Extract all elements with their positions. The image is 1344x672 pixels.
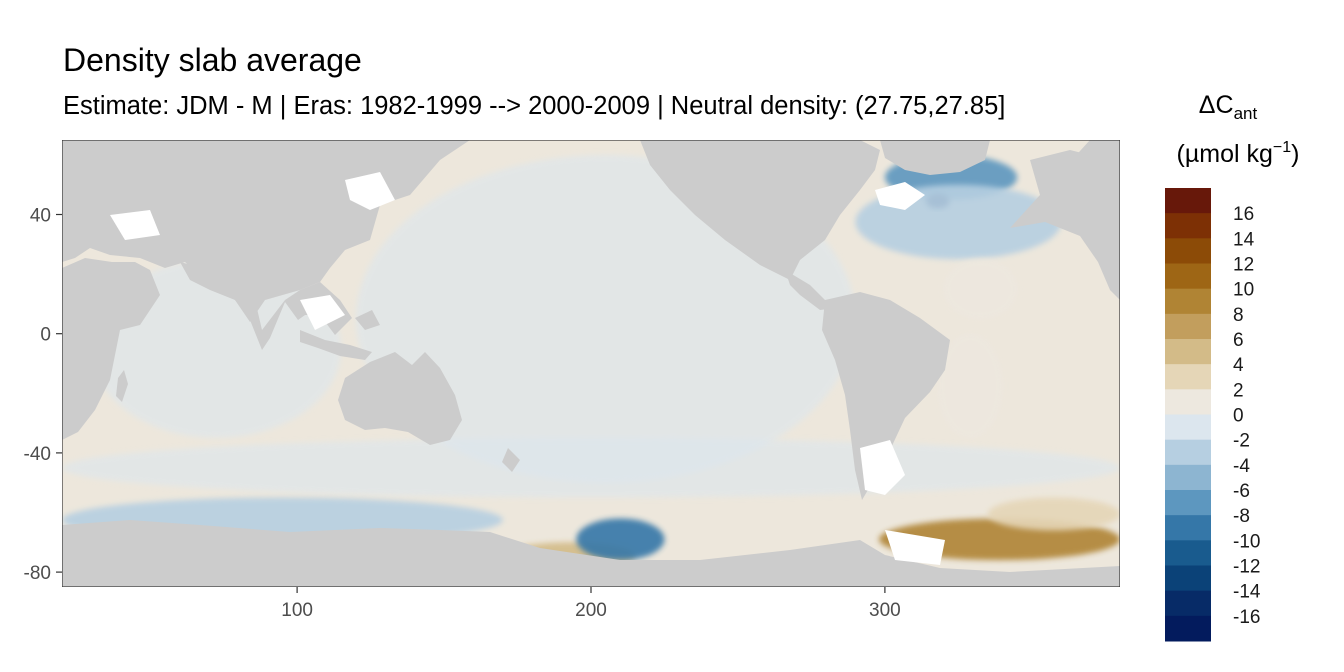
region-ross-sea-deep xyxy=(576,518,665,561)
legend-title-symbol: ΔCant xyxy=(1199,91,1258,123)
land-central-america xyxy=(785,270,835,310)
legend-label: -4 xyxy=(1233,456,1250,477)
x-tick-label: 100 xyxy=(281,600,313,621)
no-data-argentina-shelf xyxy=(860,440,905,495)
legend-swatch xyxy=(1165,439,1211,466)
colorbar-legend: ΔCant (µmol kg−1) 16 14 12 10 8 6 4 2 0 -2 -4 -6 -8 -… xyxy=(1165,91,1299,642)
y-axis: 40 0 -40 -80 xyxy=(24,206,62,584)
legend-swatch xyxy=(1165,364,1211,390)
land-africa xyxy=(62,258,160,440)
legend-labels: 16 14 12 10 8 6 4 2 0 -2 -4 -6 -8 -10 -12 -14 -16 xyxy=(1233,204,1261,628)
legend-title-subscript: ant xyxy=(1234,104,1258,123)
legend-swatch xyxy=(1165,339,1211,365)
legend-label: 16 xyxy=(1233,204,1254,225)
legend-label: 14 xyxy=(1233,229,1255,250)
legend-swatch xyxy=(1165,263,1211,290)
no-data-hudson xyxy=(875,182,925,210)
legend-swatch xyxy=(1165,515,1211,541)
legend-swatch xyxy=(1165,490,1211,516)
legend-label: 12 xyxy=(1233,255,1254,276)
y-tick-label: 0 xyxy=(40,325,51,346)
legend-swatch xyxy=(1165,288,1211,315)
map-panel xyxy=(62,140,1120,587)
no-data-japan-sea xyxy=(345,172,395,210)
legend-swatch xyxy=(1165,188,1211,214)
land-australia xyxy=(338,352,462,445)
land-north-america xyxy=(640,140,880,280)
no-data-indonesia xyxy=(300,295,345,330)
legend-label: -10 xyxy=(1233,531,1260,552)
y-tick-label: -80 xyxy=(24,563,51,584)
legend-label: -12 xyxy=(1233,557,1260,578)
legend-swatch xyxy=(1165,540,1211,566)
legend-swatch xyxy=(1165,590,1211,617)
legend-swatch xyxy=(1165,464,1211,491)
legend-label: -16 xyxy=(1233,607,1260,628)
land-greenland xyxy=(880,140,990,175)
region-central-atlantic xyxy=(943,259,1018,319)
no-data-areas xyxy=(110,172,945,565)
legend-swatch xyxy=(1165,615,1211,642)
y-tick-label: 40 xyxy=(30,206,51,227)
legend-label: -2 xyxy=(1233,431,1250,452)
x-tick-label: 200 xyxy=(575,600,607,621)
chart-title: Density slab average xyxy=(63,42,362,78)
land-antarctica xyxy=(62,520,1120,587)
y-tick-label: -40 xyxy=(24,444,51,465)
legend-unit-exponent: −1 xyxy=(1273,139,1291,156)
x-axis: 100 200 300 xyxy=(281,587,901,621)
region-weddell-sea-margin xyxy=(987,497,1120,531)
legend-swatch xyxy=(1165,313,1211,340)
x-tick-label: 300 xyxy=(869,600,901,621)
no-data-red-sea xyxy=(110,210,160,240)
land-south-asia xyxy=(180,262,352,350)
legend-swatch xyxy=(1165,238,1211,264)
legend-label: 2 xyxy=(1233,380,1244,401)
no-data-weddell-shelf xyxy=(885,530,945,565)
region-south-atlantic-western-boundary xyxy=(937,333,1003,438)
land-madagascar xyxy=(116,370,128,402)
legend-label: 10 xyxy=(1233,280,1254,301)
land-masses xyxy=(62,140,1120,587)
land-south-america xyxy=(822,292,950,500)
legend-units: (µmol kg−1) xyxy=(1177,139,1300,168)
data-regions xyxy=(62,154,1120,570)
land-indonesia xyxy=(300,310,380,360)
legend-label: 6 xyxy=(1233,330,1244,351)
land-europe xyxy=(1030,150,1120,225)
legend-label: -14 xyxy=(1233,582,1261,603)
legend-label: -8 xyxy=(1233,506,1250,527)
chart-subtitle: Estimate: JDM - M | Eras: 1982-1999 --> … xyxy=(63,92,1006,120)
legend-label: 4 xyxy=(1233,355,1244,376)
legend-swatch xyxy=(1165,414,1211,441)
legend-label: 8 xyxy=(1233,305,1244,326)
legend-swatch xyxy=(1165,565,1211,592)
legend-swatch xyxy=(1165,389,1211,415)
land-new-zealand xyxy=(502,448,520,472)
legend-swatches xyxy=(1165,188,1211,642)
legend-label: 0 xyxy=(1233,406,1244,427)
legend-label: -6 xyxy=(1233,481,1250,502)
legend-swatch xyxy=(1165,213,1211,239)
